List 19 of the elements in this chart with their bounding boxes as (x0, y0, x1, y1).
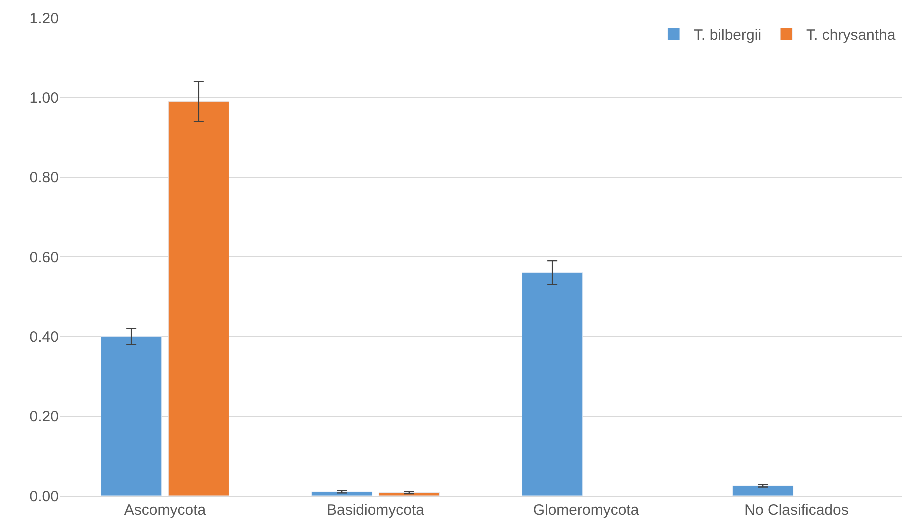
bar (522, 272, 584, 496)
legend-label: T. chrysantha (806, 27, 896, 44)
y-tick-label: 0.40 (30, 328, 59, 346)
y-tick-label: 0.80 (30, 170, 59, 187)
bar (378, 492, 440, 496)
y-tick-label: 0.60 (30, 249, 59, 266)
bar (101, 336, 162, 496)
bar (312, 492, 373, 496)
x-tick-label: Basidiomycota (326, 502, 426, 519)
legend-label: T. bilbergii (694, 27, 762, 44)
x-tick-label: No Clasificados (744, 502, 849, 519)
y-tick-label: 1.00 (30, 90, 59, 107)
x-tick-label: Ascomycota (124, 502, 207, 519)
x-tick-label: Glomeromycota (533, 502, 640, 519)
bar (168, 101, 230, 496)
bar (732, 486, 794, 496)
y-tick-label: 0.20 (30, 408, 59, 426)
y-tick-label: 0.00 (30, 488, 59, 506)
y-tick-label: 1.20 (30, 10, 59, 28)
